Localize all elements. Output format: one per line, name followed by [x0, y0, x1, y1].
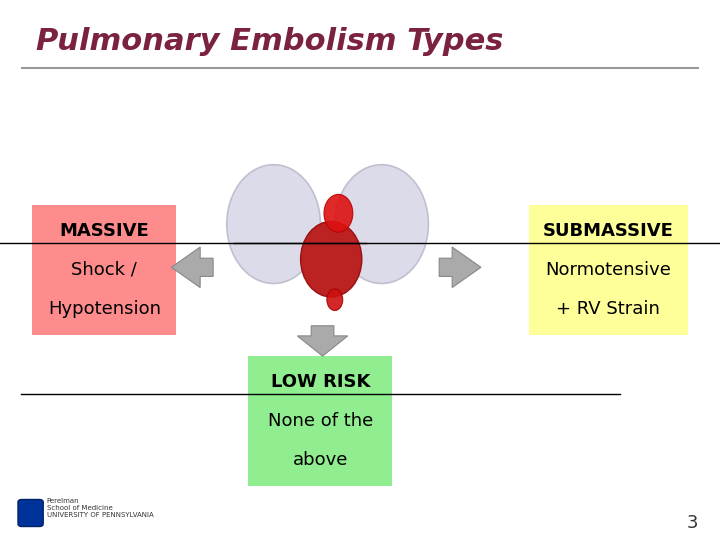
Text: Normotensive: Normotensive [546, 261, 671, 279]
Ellipse shape [327, 289, 343, 310]
Ellipse shape [227, 165, 320, 284]
Text: Perelman
School of Medicine
UNIVERSITY OF PENNSYLVANIA: Perelman School of Medicine UNIVERSITY O… [47, 498, 153, 518]
Polygon shape [439, 247, 481, 287]
Text: 3: 3 [687, 514, 698, 532]
Text: above: above [293, 451, 348, 469]
FancyBboxPatch shape [248, 356, 392, 486]
Text: Pulmonary Embolism Types: Pulmonary Embolism Types [36, 27, 503, 56]
Text: None of the: None of the [268, 412, 373, 430]
Text: Hypotension: Hypotension [48, 300, 161, 318]
FancyBboxPatch shape [529, 205, 688, 335]
Ellipse shape [301, 221, 362, 297]
Ellipse shape [324, 194, 353, 232]
Text: Shock /: Shock / [71, 261, 138, 279]
Polygon shape [171, 247, 213, 287]
Polygon shape [297, 326, 348, 356]
FancyBboxPatch shape [32, 205, 176, 335]
Text: LOW RISK: LOW RISK [271, 373, 370, 392]
Text: MASSIVE: MASSIVE [60, 222, 149, 240]
Text: + RV Strain: + RV Strain [557, 300, 660, 318]
Text: SUBMASSIVE: SUBMASSIVE [543, 222, 674, 240]
Ellipse shape [335, 165, 428, 284]
FancyBboxPatch shape [18, 500, 43, 526]
